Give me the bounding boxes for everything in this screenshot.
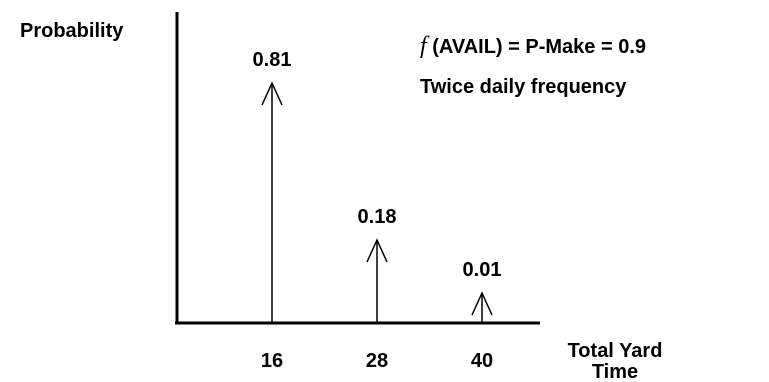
function-symbol: f: [420, 33, 430, 59]
x-axis-title-line1: Total Yard: [568, 340, 663, 362]
impulse-series: 0.81 16 0.18 28 0.01 40: [253, 49, 502, 372]
arrowhead-28: [366, 238, 388, 263]
x-tick-label-28: 28: [366, 350, 388, 372]
y-axis-title: Probability: [20, 20, 124, 42]
annotation-formula-text: (AVAIL) = P-Make = 0.9: [427, 36, 646, 58]
arrowhead-40: [471, 291, 493, 316]
annotation-frequency: Twice daily frequency: [420, 76, 627, 98]
x-axis-title-line2: Time: [592, 361, 638, 382]
x-tick-label-40: 40: [471, 350, 493, 372]
data-label-16: 0.81: [253, 49, 292, 71]
data-label-40: 0.01: [463, 259, 502, 281]
arrowhead-16: [261, 81, 283, 106]
annotation-formula: f (AVAIL) = P-Make = 0.9: [420, 33, 646, 59]
x-tick-label-16: 16: [261, 350, 283, 372]
data-label-28: 0.18: [358, 206, 397, 228]
